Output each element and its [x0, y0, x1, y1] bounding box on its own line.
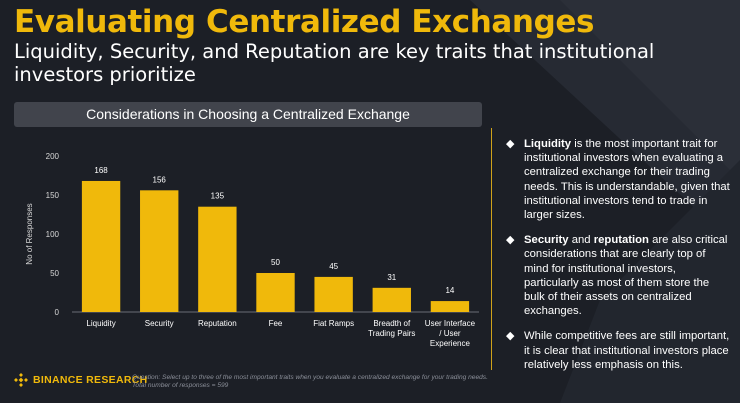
footnote-question: Question: Select up to three of the most… [132, 374, 488, 381]
bar-user-interface-user-experience [430, 301, 470, 312]
x-tick-label: Experience [430, 339, 471, 348]
diamond-bullet-icon: ◆ [506, 234, 515, 247]
y-tick-label: 150 [46, 191, 60, 200]
bullet-item: ◆ While competitive fees are still impor… [506, 329, 732, 372]
x-tick-label: Breadth of [373, 319, 411, 328]
data-label: 168 [94, 166, 108, 175]
y-tick-label: 100 [46, 230, 60, 239]
data-label: 14 [445, 286, 454, 295]
bullet-text: is the most important trait for institut… [524, 138, 730, 222]
bar-liquidity [81, 180, 121, 312]
x-tick-label: User Interface [425, 319, 476, 328]
logo-text: BINANCE RESEARCH [33, 374, 148, 386]
bar-fiat-ramps [314, 276, 353, 312]
diamond-bullet-icon: ◆ [506, 330, 515, 343]
bar-security [140, 190, 179, 312]
bullet-item: ◆ Security and reputation are also criti… [506, 233, 732, 318]
footnote-total: Total number of responses = 599 [132, 382, 229, 389]
x-tick-label: Security [145, 319, 174, 328]
chart-title: Considerations in Choosing a Centralized… [14, 102, 482, 127]
y-tick-label: 200 [46, 152, 60, 161]
chart-bars [81, 180, 470, 312]
chart-labels: 168 Liquidity 156 Security 135 Reputation 50 Fe… [86, 166, 475, 348]
x-tick-label: Reputation [198, 319, 237, 328]
data-label: 50 [271, 258, 280, 267]
x-tick-label: Fee [269, 319, 283, 328]
data-label: 31 [387, 273, 396, 282]
bar-chart: No of Responses 0 50 100 150 200 168 Liquidity… [25, 152, 479, 348]
x-tick-label: Fiat Ramps [313, 319, 354, 328]
bullet-text: are also critical considerations that ar… [524, 234, 728, 318]
x-tick-label: Liquidity [86, 319, 115, 328]
bar-breadth-of-trading-pairs [372, 287, 411, 312]
y-tick-label: 0 [55, 308, 60, 317]
bullet-item: ◆ Liquidity is the most important trait … [506, 137, 732, 222]
y-axis-label: No of Responses [25, 203, 34, 264]
page-subtitle: Liquidity, Security, and Reputation are … [14, 40, 655, 86]
bullet-strong: reputation [593, 234, 649, 247]
key-points-list: ◆ Liquidity is the most important trait … [506, 137, 732, 383]
y-tick-label: 50 [50, 269, 59, 278]
data-label: 45 [329, 262, 338, 271]
bar-reputation [198, 206, 237, 312]
x-tick-label: Trading Pairs [368, 329, 415, 338]
binance-logo-icon [14, 373, 28, 387]
data-label: 135 [211, 192, 225, 201]
footnote: Question: Select up to three of the most… [132, 374, 512, 390]
page-title: Evaluating Centralized Exchanges [14, 4, 595, 40]
vertical-divider [491, 128, 492, 370]
x-tick-label: / User [439, 329, 461, 338]
diamond-bullet-icon: ◆ [506, 138, 515, 150]
bullet-text: While competitive fees are still importa… [524, 330, 730, 371]
bullet-text: and [568, 234, 594, 247]
bullet-strong: Security [524, 234, 569, 247]
bar-fee [256, 273, 295, 312]
binance-research-logo: BINANCE RESEARCH [14, 373, 147, 387]
data-label: 156 [153, 175, 167, 184]
bullet-strong: Liquidity [524, 138, 572, 150]
